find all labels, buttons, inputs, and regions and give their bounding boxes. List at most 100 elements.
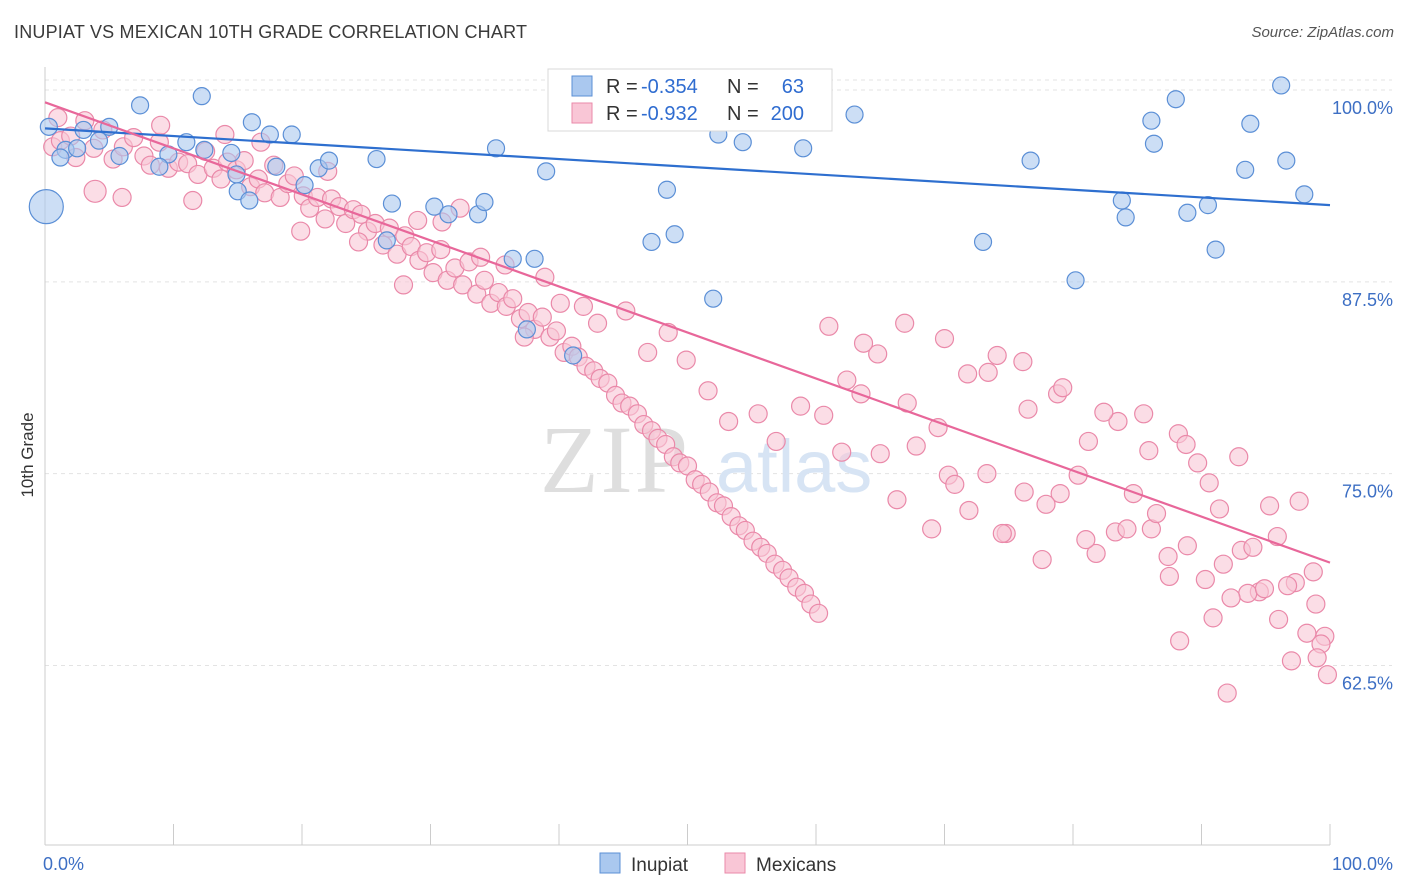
mexicans-point xyxy=(1076,530,1096,550)
mexicans-point xyxy=(1177,536,1197,556)
mexicans-point xyxy=(1158,546,1178,567)
inupiat-point xyxy=(240,191,259,210)
mexicans-point xyxy=(870,444,890,464)
stats-legend: R = -0.354 N = 63 R = -0.932 N = 200 xyxy=(547,68,833,132)
mexicans-point xyxy=(1289,491,1309,511)
mexicans-point xyxy=(676,350,696,370)
mexicans-point xyxy=(348,232,369,252)
inupiat-point xyxy=(295,176,314,195)
mexicans-trend-line xyxy=(44,101,1331,564)
x-tick-labels: 0.0% 100.0% xyxy=(43,854,1393,874)
mexicans-point xyxy=(978,362,998,382)
mexicans-point xyxy=(766,431,786,452)
mexicans-point xyxy=(83,179,107,203)
y-tick-label: 87.5% xyxy=(1342,290,1393,310)
mexicans-point xyxy=(868,344,888,364)
mexicans-point xyxy=(1108,411,1128,432)
inupiat-point xyxy=(439,205,458,224)
inupiat-point xyxy=(377,231,396,250)
mexicans-point xyxy=(1146,503,1167,524)
inupiat-point xyxy=(1144,134,1164,153)
legend-r-value-2: -0.932 xyxy=(641,103,698,125)
mexicans-point xyxy=(748,404,768,424)
inupiat-point xyxy=(564,346,583,365)
inupiat-point xyxy=(665,225,684,244)
mexicans-point xyxy=(1243,537,1263,557)
inupiat-point xyxy=(1178,203,1197,222)
inupiat-point xyxy=(475,192,494,212)
mexicans-point xyxy=(790,396,811,416)
inupiat-point xyxy=(425,197,444,216)
inupiat-point xyxy=(1206,240,1225,259)
mexicans-point xyxy=(1176,434,1196,455)
mexicans-point xyxy=(393,275,414,295)
inupiat-point xyxy=(282,125,301,144)
inupiat-point xyxy=(68,139,87,158)
inupiat-point xyxy=(517,320,536,339)
mexicans-point xyxy=(987,345,1007,366)
mexicans-point xyxy=(1203,608,1223,628)
inupiat-point xyxy=(794,139,813,158)
inupiat-point xyxy=(642,232,661,252)
mexicans-point xyxy=(819,316,839,336)
inupiat-point xyxy=(845,105,864,124)
inupiat-point xyxy=(222,143,241,163)
mexicans-point xyxy=(1306,594,1326,614)
mexicans-point xyxy=(351,204,371,224)
mexicans-point xyxy=(1297,623,1317,643)
series-legend-inupiat: Inupiat xyxy=(631,855,689,876)
legend-swatch-mexicans xyxy=(571,102,593,124)
mexicans-point xyxy=(1238,583,1258,603)
source-label: Source: ZipAtlas.com xyxy=(1251,24,1394,41)
inupiat-point xyxy=(130,96,150,115)
inupiat-point xyxy=(242,113,261,132)
mexicans-point xyxy=(1139,441,1159,461)
mexicans-point xyxy=(151,115,171,135)
inupiat-point xyxy=(1112,191,1131,210)
series-legend-mexicans: Mexicans xyxy=(756,855,836,876)
mexicans-point xyxy=(1134,404,1154,424)
series-legend-swatch-mexicans xyxy=(724,852,746,874)
inupiat-point xyxy=(1116,208,1135,227)
inupiat-point xyxy=(1272,76,1291,95)
mexicans-point xyxy=(958,364,978,384)
inupiat-point xyxy=(39,117,58,136)
inupiat-point xyxy=(973,232,993,252)
y-tick-labels: 100.0% 87.5% 75.0% 62.5% xyxy=(1332,98,1393,693)
legend-r-label-1: R = xyxy=(606,76,638,98)
inupiat-point xyxy=(486,139,506,158)
inupiat-point xyxy=(267,157,286,176)
trend-lines xyxy=(44,101,1331,564)
legend-r-label-2: R = xyxy=(606,103,638,125)
inupiat-point xyxy=(260,125,279,144)
inupiat-point xyxy=(704,289,723,308)
legend-swatch-inupiat xyxy=(571,75,593,97)
mexicans-point xyxy=(992,523,1012,544)
mexicans-point xyxy=(1277,576,1298,596)
mexicans-point xyxy=(1254,579,1275,599)
mexicans-point xyxy=(719,411,739,432)
mexicans-point xyxy=(546,321,567,341)
inupiat-point xyxy=(1241,114,1260,133)
mexicans-point xyxy=(922,519,942,539)
mexicans-point xyxy=(1032,549,1052,570)
inupiat-point xyxy=(150,157,169,176)
mexicans-point xyxy=(532,307,552,327)
mexicans-point xyxy=(1036,494,1056,514)
mexicans-point xyxy=(1159,566,1179,587)
watermark-atlas: atlas xyxy=(716,425,872,508)
mexicans-point xyxy=(1307,648,1327,668)
mexicans-point xyxy=(573,296,594,316)
legend-n-value-1: 63 xyxy=(782,76,804,98)
mexicans-point xyxy=(1268,609,1289,630)
mexicans-point xyxy=(808,603,829,623)
legend-n-label-2: N = xyxy=(727,103,759,125)
inupiat-point xyxy=(1198,196,1218,215)
mexicans-point xyxy=(1094,402,1114,422)
mexicans-point xyxy=(1117,519,1137,539)
inupiat-point xyxy=(1236,160,1255,179)
chart-title: INUPIAT VS MEXICAN 10TH GRADE CORRELATIO… xyxy=(14,22,528,42)
mexicans-point xyxy=(291,221,311,241)
y-tick-label: 100.0% xyxy=(1332,98,1393,118)
